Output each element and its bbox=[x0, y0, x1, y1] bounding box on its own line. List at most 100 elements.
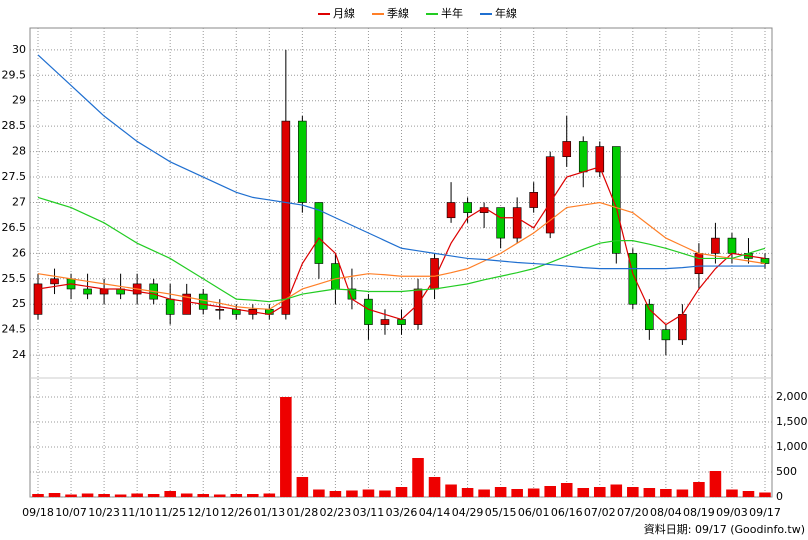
x-tick-label: 06/16 bbox=[551, 506, 583, 519]
y2-tick-label: 1,000 bbox=[776, 440, 808, 453]
x-tick-label: 04/29 bbox=[452, 506, 484, 519]
candle-body bbox=[496, 207, 505, 239]
y-tick-label: 25.5 bbox=[2, 272, 27, 285]
candle-body bbox=[215, 309, 225, 311]
volume-bar bbox=[709, 471, 722, 497]
x-tick-label: 06/01 bbox=[518, 506, 550, 519]
volume-bar bbox=[81, 493, 94, 497]
legend-label: 年線 bbox=[495, 6, 517, 20]
candle-body bbox=[298, 120, 307, 203]
volume-bar bbox=[660, 489, 672, 497]
candle-body bbox=[529, 192, 538, 208]
volume-bar bbox=[693, 482, 705, 497]
candle-body bbox=[182, 293, 192, 315]
legend-label: 半年 bbox=[441, 6, 463, 20]
y-tick-label: 28 bbox=[12, 145, 26, 158]
moving-average-line bbox=[37, 166, 766, 326]
volume-bar bbox=[296, 477, 309, 497]
moving-average-line bbox=[37, 201, 766, 310]
y-tick-label: 28.5 bbox=[2, 119, 27, 132]
volume-bar bbox=[428, 477, 441, 497]
y2-tick-label: 1,500 bbox=[776, 415, 808, 428]
volume-bar bbox=[263, 493, 276, 497]
candle-body bbox=[165, 298, 175, 315]
volume-bar bbox=[676, 489, 689, 497]
x-tick-label: 05/15 bbox=[485, 506, 517, 519]
candle-body bbox=[711, 237, 720, 254]
candle-body bbox=[331, 263, 340, 290]
x-tick-label: 09/17 bbox=[749, 506, 781, 519]
x-tick-label: 09/18 bbox=[22, 506, 54, 519]
candle-body bbox=[545, 156, 555, 234]
candle-body bbox=[628, 253, 638, 305]
candle-body bbox=[512, 207, 522, 239]
volume-bar bbox=[412, 458, 424, 497]
volume-bar bbox=[131, 493, 143, 497]
volume-bar bbox=[593, 487, 606, 497]
volume-bar bbox=[478, 489, 490, 497]
legend-label: 季線 bbox=[387, 6, 409, 20]
candle-body bbox=[83, 288, 92, 295]
candle-body bbox=[463, 202, 472, 213]
volume-bar bbox=[445, 484, 457, 497]
volume-bar bbox=[48, 493, 61, 497]
y-tick-label: 25 bbox=[12, 297, 26, 310]
y-tick-label: 26.5 bbox=[2, 221, 27, 234]
volume-bar bbox=[230, 494, 243, 497]
volume-bar bbox=[164, 491, 176, 497]
candle-body bbox=[281, 120, 291, 315]
volume-bar bbox=[395, 487, 408, 497]
x-tick-label: 07/02 bbox=[584, 506, 616, 519]
volume-bar bbox=[627, 487, 639, 497]
x-tick-label: 01/13 bbox=[253, 506, 285, 519]
candle-body bbox=[364, 298, 373, 325]
candle-body bbox=[562, 141, 572, 158]
volume-bar bbox=[280, 397, 292, 497]
x-tick-label: 04/14 bbox=[419, 506, 451, 519]
y2-tick-label: 0 bbox=[776, 490, 783, 503]
candle-body bbox=[727, 237, 737, 254]
x-tick-label: 01/28 bbox=[287, 506, 319, 519]
volume-bar bbox=[197, 494, 210, 497]
candle-body bbox=[661, 329, 671, 341]
x-tick-label: 03/26 bbox=[386, 506, 418, 519]
volume-bar bbox=[247, 494, 259, 497]
x-tick-label: 08/19 bbox=[683, 506, 715, 519]
x-tick-label: 03/11 bbox=[353, 506, 385, 519]
y-tick-label: 26 bbox=[12, 246, 26, 259]
volume-bar bbox=[147, 494, 160, 497]
volume-bar bbox=[527, 488, 540, 497]
y-tick-label: 30 bbox=[12, 43, 26, 56]
candle-body bbox=[33, 283, 43, 315]
volume-bar bbox=[98, 494, 110, 497]
x-tick-label: 10/23 bbox=[88, 506, 120, 519]
volume-bar bbox=[329, 491, 342, 497]
candle-body bbox=[99, 288, 109, 295]
y-tick-label: 24.5 bbox=[2, 323, 27, 336]
volume-bar bbox=[577, 488, 590, 497]
volume-bar bbox=[759, 492, 771, 497]
volume-bar bbox=[346, 490, 358, 497]
y-tick-label: 29 bbox=[12, 94, 26, 107]
candle-body bbox=[578, 141, 588, 173]
y-tick-label: 29.5 bbox=[2, 68, 27, 81]
x-tick-label: 12/26 bbox=[220, 506, 252, 519]
volume-bar bbox=[643, 488, 656, 497]
x-tick-label: 10/07 bbox=[55, 506, 87, 519]
candle-body bbox=[380, 319, 390, 325]
volume-bar bbox=[560, 483, 573, 497]
y2-tick-label: 2,000 bbox=[776, 390, 808, 403]
volume-bar bbox=[180, 493, 193, 497]
x-tick-label: 02/23 bbox=[320, 506, 352, 519]
x-tick-label: 11/25 bbox=[154, 506, 186, 519]
volume-bar bbox=[213, 494, 226, 497]
volume-bar bbox=[544, 486, 556, 497]
candle-body bbox=[645, 303, 654, 330]
candle-body bbox=[50, 278, 59, 285]
candle-body bbox=[397, 319, 406, 325]
volume-bar bbox=[379, 490, 391, 497]
y-tick-label: 24 bbox=[12, 348, 26, 361]
volume-bar bbox=[65, 494, 77, 497]
y-tick-label: 27.5 bbox=[2, 170, 27, 183]
